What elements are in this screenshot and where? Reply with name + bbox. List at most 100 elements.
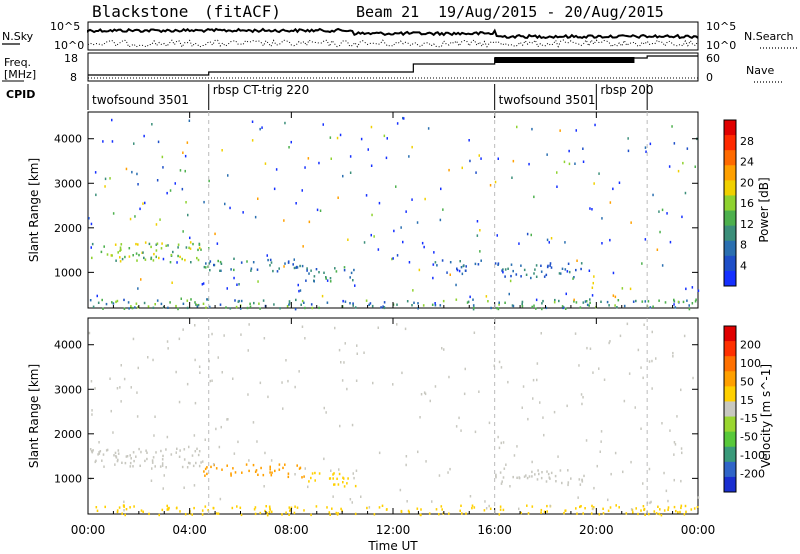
data-cell xyxy=(439,218,442,222)
data-cell xyxy=(181,465,184,469)
data-cell xyxy=(282,407,284,410)
data-cell xyxy=(349,155,352,158)
data-cell xyxy=(189,247,192,250)
data-cell xyxy=(100,250,103,254)
data-cell xyxy=(217,512,220,515)
data-cell xyxy=(186,466,189,469)
data-cell xyxy=(368,506,371,509)
data-cell xyxy=(504,268,507,271)
data-cell xyxy=(91,242,94,246)
data-cell xyxy=(592,507,594,511)
data-cell xyxy=(242,211,244,214)
data-cell xyxy=(447,471,449,474)
data-cell xyxy=(442,208,444,211)
data-cell xyxy=(343,266,346,269)
freq-left-tick-top: 18 xyxy=(64,52,78,65)
colorbar-segment xyxy=(724,255,736,272)
data-cell xyxy=(378,201,381,205)
data-cell xyxy=(417,307,419,310)
data-cell xyxy=(254,506,257,509)
data-cell xyxy=(531,460,533,464)
y-tick-label: 4000 xyxy=(54,133,82,146)
data-cell xyxy=(518,242,520,245)
data-cell xyxy=(138,253,140,257)
data-cell xyxy=(466,301,469,304)
data-cell xyxy=(323,406,325,410)
data-cell xyxy=(204,467,207,471)
data-cell xyxy=(119,386,121,389)
data-cell xyxy=(195,303,197,306)
data-cell xyxy=(485,507,488,510)
data-cell xyxy=(186,306,189,310)
data-cell xyxy=(226,287,228,290)
data-cell xyxy=(162,487,164,490)
data-cell xyxy=(98,451,100,454)
data-cell xyxy=(353,268,355,272)
data-cell xyxy=(150,257,152,261)
data-cell xyxy=(673,300,676,303)
data-cell xyxy=(349,498,352,501)
data-cell xyxy=(480,259,482,262)
data-cell xyxy=(459,260,461,263)
data-cell xyxy=(131,170,133,174)
data-cell xyxy=(98,452,101,455)
data-cell xyxy=(497,307,500,311)
data-cell xyxy=(600,440,602,443)
data-cell xyxy=(89,299,92,302)
data-cell xyxy=(382,305,384,308)
data-cell xyxy=(332,473,334,476)
data-cell xyxy=(608,304,610,307)
data-cell xyxy=(504,301,506,304)
data-cell xyxy=(686,299,688,302)
data-cell xyxy=(531,475,533,478)
data-cell xyxy=(285,359,287,362)
data-cell xyxy=(642,482,644,485)
data-cell xyxy=(308,272,310,275)
data-cell xyxy=(461,512,463,515)
data-cell xyxy=(589,301,591,304)
data-cell xyxy=(563,160,566,164)
colorbar-segment xyxy=(724,356,736,372)
data-cell xyxy=(288,513,290,516)
data-cell xyxy=(275,168,278,171)
data-cell xyxy=(198,450,201,453)
data-cell xyxy=(319,209,322,212)
data-cell xyxy=(651,330,653,334)
data-cell xyxy=(249,305,252,308)
data-cell xyxy=(647,300,650,303)
velocity-ylabel: Slant Range [km] xyxy=(27,364,41,468)
data-cell xyxy=(246,260,248,263)
data-cell xyxy=(674,306,677,309)
data-cell xyxy=(198,365,201,368)
data-cell xyxy=(640,366,642,369)
data-cell xyxy=(111,254,113,257)
data-cell xyxy=(564,509,567,512)
data-cell xyxy=(612,187,614,191)
data-cell xyxy=(97,301,100,304)
data-cell xyxy=(456,267,458,270)
data-cell xyxy=(135,302,138,305)
data-cell xyxy=(385,156,388,160)
data-cell xyxy=(140,278,142,281)
data-cell xyxy=(193,484,196,487)
data-cell xyxy=(142,202,144,205)
data-cell xyxy=(651,387,653,390)
data-cell xyxy=(369,302,372,305)
data-cell xyxy=(377,326,379,329)
data-cell xyxy=(170,253,173,257)
data-cell xyxy=(193,434,196,437)
colorbar-tick-label: -200 xyxy=(740,468,765,481)
data-cell xyxy=(400,510,403,513)
data-cell xyxy=(209,379,211,383)
data-cell xyxy=(101,459,103,462)
radar-name: Blackstone xyxy=(92,2,188,21)
data-cell xyxy=(300,303,302,306)
data-cell xyxy=(528,162,530,166)
data-cell xyxy=(434,261,437,264)
data-cell xyxy=(155,243,158,246)
data-cell xyxy=(111,301,113,304)
data-cell xyxy=(175,370,177,374)
data-cell xyxy=(531,127,533,131)
data-cell xyxy=(227,418,229,421)
data-cell xyxy=(205,262,207,265)
